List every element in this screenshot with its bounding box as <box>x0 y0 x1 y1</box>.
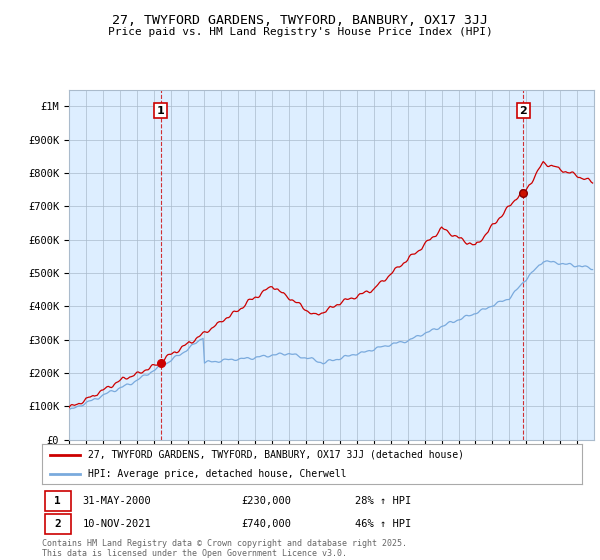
FancyBboxPatch shape <box>45 491 71 511</box>
Text: HPI: Average price, detached house, Cherwell: HPI: Average price, detached house, Cher… <box>88 469 346 479</box>
Text: 2: 2 <box>54 519 61 529</box>
Text: £230,000: £230,000 <box>242 496 292 506</box>
Text: Price paid vs. HM Land Registry's House Price Index (HPI): Price paid vs. HM Land Registry's House … <box>107 27 493 37</box>
Text: 28% ↑ HPI: 28% ↑ HPI <box>355 496 412 506</box>
FancyBboxPatch shape <box>45 514 71 534</box>
Text: 31-MAY-2000: 31-MAY-2000 <box>83 496 151 506</box>
Text: 1: 1 <box>54 496 61 506</box>
Text: 46% ↑ HPI: 46% ↑ HPI <box>355 519 412 529</box>
Text: 1: 1 <box>157 106 164 115</box>
Text: 2: 2 <box>520 106 527 115</box>
Text: 10-NOV-2021: 10-NOV-2021 <box>83 519 151 529</box>
Text: 27, TWYFORD GARDENS, TWYFORD, BANBURY, OX17 3JJ: 27, TWYFORD GARDENS, TWYFORD, BANBURY, O… <box>112 14 488 27</box>
Text: £740,000: £740,000 <box>242 519 292 529</box>
Text: Contains HM Land Registry data © Crown copyright and database right 2025.
This d: Contains HM Land Registry data © Crown c… <box>42 539 407 558</box>
Text: 27, TWYFORD GARDENS, TWYFORD, BANBURY, OX17 3JJ (detached house): 27, TWYFORD GARDENS, TWYFORD, BANBURY, O… <box>88 450 464 460</box>
